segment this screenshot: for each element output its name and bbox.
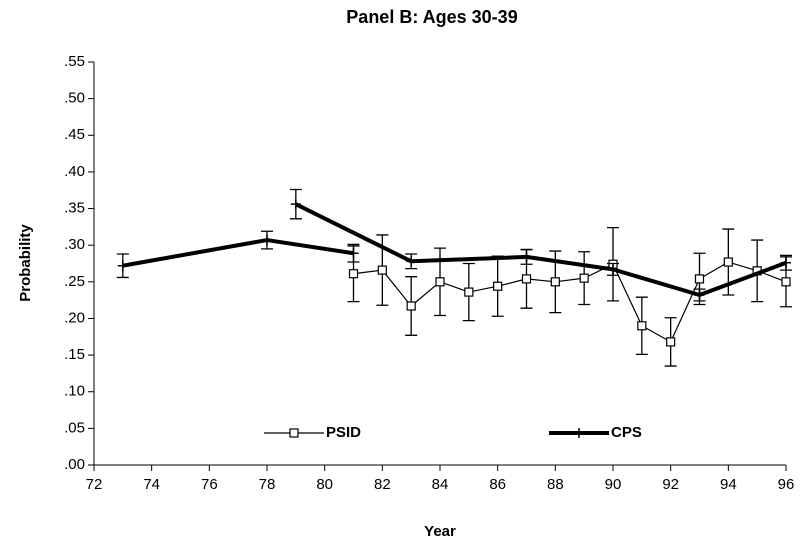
x-tick-label: 88	[547, 476, 564, 493]
y-tick-label: .35	[64, 200, 85, 217]
marker	[694, 274, 705, 284]
series-line	[353, 261, 787, 343]
y-tick-label: .00	[64, 456, 85, 473]
legend-label: CPS	[611, 424, 642, 441]
y-axis-label: Probability	[17, 224, 34, 302]
marker	[608, 264, 618, 275]
marker	[723, 257, 733, 267]
marker	[781, 277, 791, 287]
chart-title: Panel B: Ages 30-39	[346, 7, 517, 27]
y-tick-label: .45	[64, 126, 85, 143]
marker	[117, 260, 128, 271]
legend-marker	[289, 428, 299, 438]
marker	[464, 287, 474, 297]
x-tick-label: 82	[374, 476, 391, 493]
marker	[406, 256, 417, 267]
x-tick-label: 86	[489, 476, 506, 493]
marker	[493, 281, 503, 291]
y-tick-label: .25	[64, 273, 85, 290]
x-tick-label: 78	[259, 476, 276, 493]
x-tick-label: 80	[316, 476, 333, 493]
marker	[637, 321, 647, 331]
marker	[290, 199, 301, 210]
y-tick-label: .20	[64, 309, 85, 326]
marker	[521, 251, 532, 262]
y-tick-label: .05	[64, 419, 85, 436]
series-line	[122, 202, 787, 298]
legend-marker	[574, 428, 584, 438]
x-tick-label: 92	[662, 476, 679, 493]
marker	[550, 277, 560, 287]
x-axis-label: Year	[424, 523, 456, 540]
marker	[781, 257, 791, 268]
marker	[579, 273, 589, 283]
x-tick-label: 76	[201, 476, 218, 493]
y-tick-label: .40	[64, 163, 85, 180]
x-tick-label: 96	[778, 476, 795, 493]
marker	[406, 301, 416, 311]
marker	[435, 277, 445, 287]
marker	[262, 235, 272, 246]
x-tick-label: 90	[605, 476, 622, 493]
marker	[377, 265, 387, 275]
x-tick-label: 84	[432, 476, 449, 493]
y-tick-label: .30	[64, 236, 85, 253]
legend-label: PSID	[326, 424, 361, 441]
y-tick-label: .10	[64, 383, 85, 400]
y-tick-label: .15	[64, 346, 85, 363]
x-tick-label: 94	[720, 476, 737, 493]
marker	[666, 337, 676, 347]
y-tick-label: .55	[64, 53, 85, 70]
marker	[348, 248, 359, 259]
marker	[348, 269, 359, 279]
marker	[521, 274, 532, 284]
y-tick-label: .50	[64, 90, 85, 107]
x-tick-label: 74	[143, 476, 160, 493]
x-tick-label: 72	[86, 476, 103, 493]
marker	[694, 290, 705, 301]
